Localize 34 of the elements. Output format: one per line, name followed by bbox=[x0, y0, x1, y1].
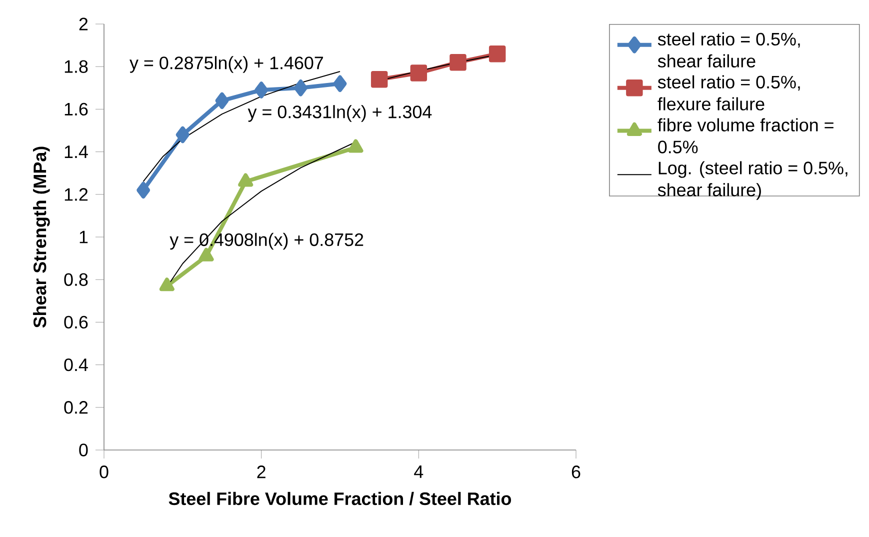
point bbox=[238, 173, 254, 187]
y-tick-label: 0.4 bbox=[64, 358, 88, 372]
point bbox=[159, 278, 174, 292]
x-axis-title: Steel Fibre Volume Fraction / Steel Ratio bbox=[168, 492, 512, 506]
x-tick-label: 0 bbox=[100, 466, 108, 478]
y-tick-label: 1.8 bbox=[64, 60, 88, 73]
y-tick-label: 1.2 bbox=[64, 188, 88, 201]
legend-label: Log. (steel ratio = 0.5%, shear failure) bbox=[658, 161, 848, 200]
point bbox=[176, 126, 190, 144]
x-tick-label: 4 bbox=[414, 466, 424, 478]
y-tick-label: 0.8 bbox=[64, 273, 88, 286]
y-tick-label: 1 bbox=[80, 230, 88, 244]
legend-label: fibre volume fraction = 0.5% bbox=[658, 118, 834, 154]
point bbox=[450, 54, 466, 71]
point bbox=[294, 80, 308, 96]
y-tick-label: 0.6 bbox=[64, 316, 88, 329]
y-axis-title: Shear Strength (MPa) bbox=[33, 146, 50, 328]
point bbox=[333, 75, 347, 92]
y-tick-label: 0.2 bbox=[64, 401, 88, 414]
x-tick-label: 2 bbox=[257, 466, 266, 478]
point bbox=[254, 82, 268, 98]
y-tick-label: 2 bbox=[79, 18, 88, 30]
point bbox=[215, 92, 229, 110]
annotation: y = 0.3431ln(x) + 1.304 bbox=[248, 105, 432, 122]
x-tick-label: 6 bbox=[572, 466, 580, 478]
point bbox=[136, 182, 150, 199]
y-tick-label: 1.4 bbox=[64, 146, 88, 158]
point bbox=[488, 45, 506, 62]
point bbox=[370, 71, 388, 88]
point bbox=[348, 139, 364, 153]
y-tick-label: 0 bbox=[79, 444, 88, 456]
annotation: y = 0.2875ln(x) + 1.4607 bbox=[130, 56, 323, 73]
point bbox=[410, 64, 428, 82]
y-tick-label: 1.6 bbox=[64, 102, 88, 116]
